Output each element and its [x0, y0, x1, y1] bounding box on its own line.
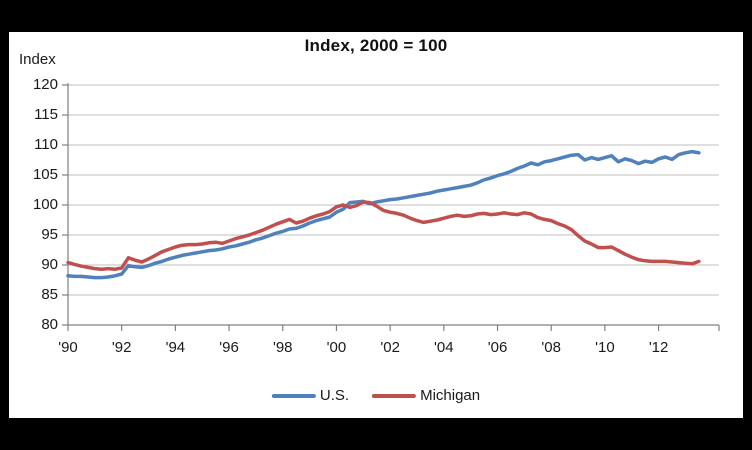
y-axis-tick-label: 110 [34, 136, 58, 153]
us-line-swatch-icon [271, 393, 316, 399]
chart-title: Index, 2000 = 100 [304, 36, 448, 55]
chart-area [9, 32, 743, 418]
legend-item-us: U.S. [271, 387, 350, 405]
x-axis-tick-label: '94 [165, 339, 186, 356]
y-axis-tick-label: 80 [41, 316, 58, 333]
x-axis-tick-label: '98 [272, 339, 293, 356]
legend-item-michigan: Michigan [372, 387, 480, 405]
x-axis-tick-label: '92 [111, 339, 132, 356]
legend-label-michigan: Michigan [420, 387, 481, 404]
series-line-michigan [66, 200, 701, 271]
x-axis-tick-label: '12 [648, 339, 669, 356]
michigan-line-swatch-icon [372, 393, 417, 399]
series-line-us [66, 149, 701, 280]
legend: U.S. Michigan [271, 387, 480, 405]
x-axis-tick-label: '10 [595, 339, 615, 356]
x-axis-tick-label: '06 [487, 339, 508, 356]
y-axis-tick-label: 95 [41, 226, 58, 243]
y-axis-tick-label: 85 [41, 286, 58, 303]
x-axis-tick-label: '00 [326, 339, 347, 356]
legend-label-us: U.S. [319, 387, 350, 404]
x-axis-tick-label: '96 [219, 339, 239, 356]
y-axis-tick-label: 90 [41, 256, 58, 273]
x-axis-tick-label: '02 [380, 339, 400, 356]
y-axis-tick-label: 120 [32, 76, 58, 93]
x-axis-tick-label: '90 [58, 339, 78, 356]
y-axis-tick-label: 105 [32, 166, 58, 183]
y-axis-tick-label: 115 [34, 106, 58, 123]
x-axis-tick-label: '08 [541, 339, 561, 356]
y-axis-tick-label: 100 [32, 196, 58, 213]
y-axis-unit-label: Index [19, 51, 56, 68]
x-axis-tick-label: '04 [434, 339, 454, 356]
